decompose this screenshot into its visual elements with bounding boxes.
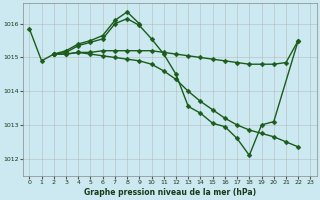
X-axis label: Graphe pression niveau de la mer (hPa): Graphe pression niveau de la mer (hPa) xyxy=(84,188,256,197)
